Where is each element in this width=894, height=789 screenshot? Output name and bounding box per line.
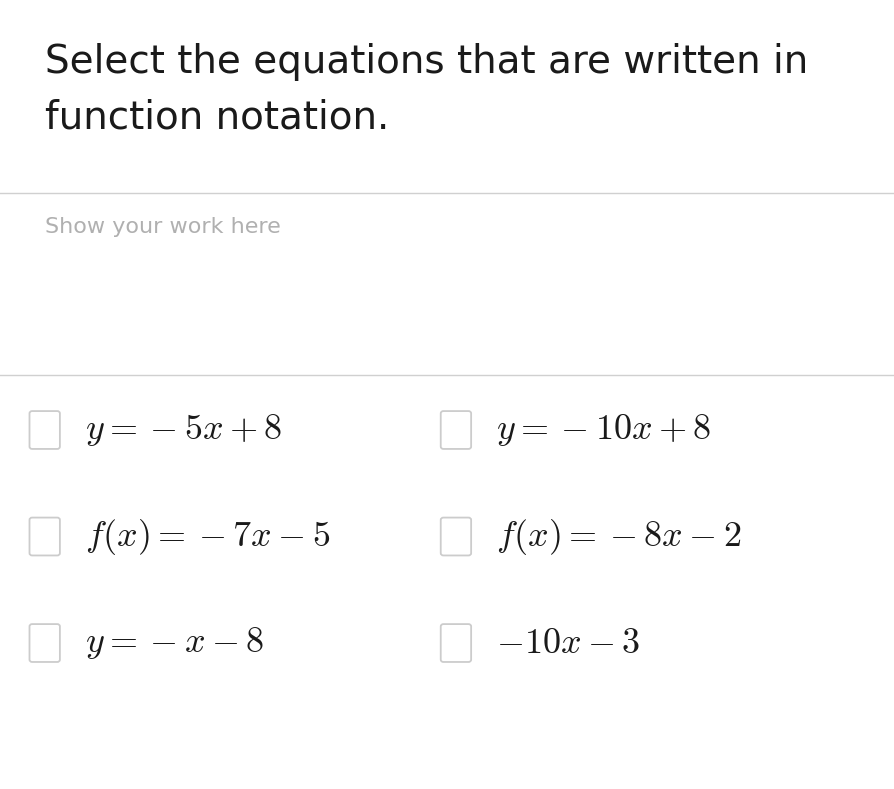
Text: $y = -5x + 8$: $y = -5x + 8$ [85, 412, 282, 448]
Text: function notation.: function notation. [45, 99, 389, 136]
Text: $y = -x - 8$: $y = -x - 8$ [85, 625, 264, 661]
Text: $-10x - 3$: $-10x - 3$ [496, 626, 640, 660]
Text: $f(x) = -8x - 2$: $f(x) = -8x - 2$ [496, 517, 742, 556]
Text: $y = -10x + 8$: $y = -10x + 8$ [496, 412, 712, 448]
Text: Select the equations that are written in: Select the equations that are written in [45, 43, 808, 81]
Text: $f(x) = -7x - 5$: $f(x) = -7x - 5$ [85, 517, 330, 556]
Text: Show your work here: Show your work here [45, 217, 281, 237]
